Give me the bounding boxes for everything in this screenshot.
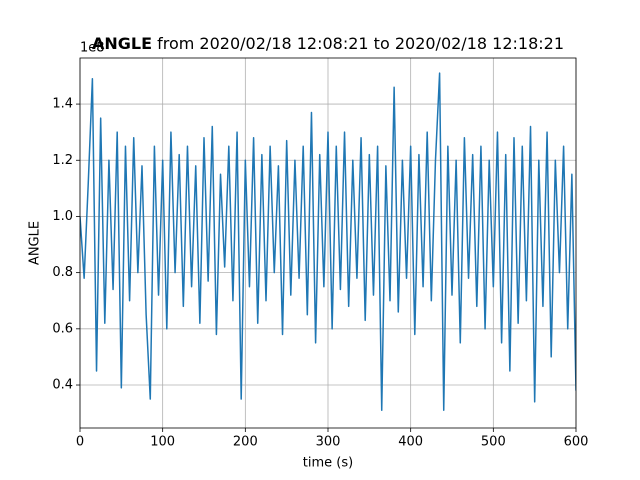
x-tick-label: 0 — [76, 435, 84, 450]
y-tick-label: 1.2 — [52, 153, 73, 168]
x-tick-label: 200 — [233, 435, 258, 450]
plot-frame — [79, 57, 577, 429]
x-tick-label: 400 — [398, 435, 423, 450]
y-axis-label: ANGLE — [28, 221, 43, 265]
y-tick-label: 0.6 — [52, 321, 73, 336]
chart-title: ANGLE from 2020/02/18 12:08:21 to 2020/0… — [92, 34, 564, 53]
x-axis-label: time (s) — [303, 456, 353, 471]
y-tick-label: 1.4 — [52, 97, 73, 112]
x-tick-label: 500 — [481, 435, 506, 450]
data-line — [80, 72, 576, 412]
title-range: from 2020/02/18 12:08:21 to 2020/02/18 1… — [157, 34, 564, 53]
x-tick-label: 300 — [316, 435, 341, 450]
title-variable: ANGLE — [92, 34, 152, 53]
x-tick-label: 100 — [150, 435, 175, 450]
y-tick-label: 1.0 — [52, 209, 73, 224]
y-tick-label: 0.8 — [52, 265, 73, 280]
offset-text: 1e8 — [80, 41, 105, 56]
y-tick-label: 0.4 — [52, 378, 73, 393]
x-tick-label: 600 — [564, 435, 589, 450]
